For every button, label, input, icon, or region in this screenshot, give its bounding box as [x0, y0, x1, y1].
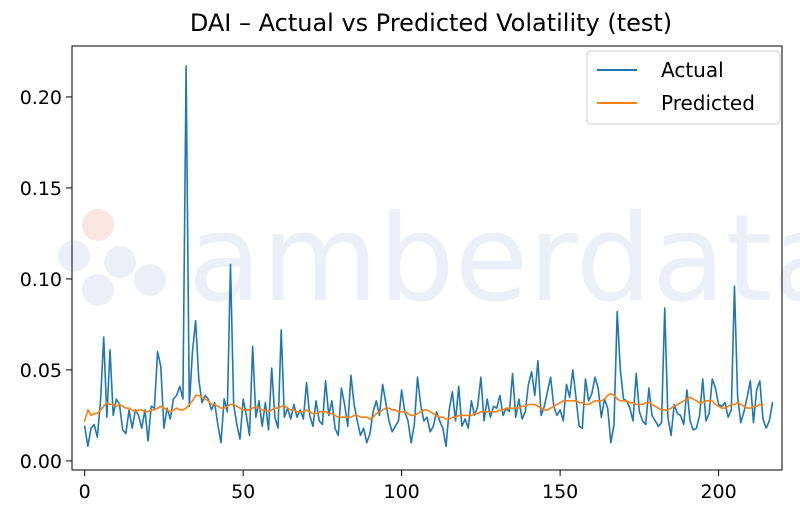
axes: 0 50 100 150 200 0.00 0.05 0.10 0.15 0.20	[20, 45, 783, 503]
x-tick-label: 50	[231, 481, 255, 503]
x-tick-label: 150	[542, 481, 578, 503]
amberdata-logo-icon	[58, 209, 166, 306]
y-tick-label: 0.05	[20, 360, 62, 382]
legend-label-predicted: Predicted	[661, 91, 755, 115]
x-tick-label: 100	[384, 481, 420, 503]
x-tick-label: 200	[700, 481, 736, 503]
legend-label-actual: Actual	[661, 58, 724, 82]
chart-title: DAI – Actual vs Predicted Volatility (te…	[190, 9, 672, 37]
legend: Actual Predicted	[586, 50, 781, 125]
x-tick-label: 0	[79, 481, 91, 503]
watermark-text: amberdata	[188, 190, 800, 329]
plot-frame	[71, 45, 783, 471]
series-layer	[83, 65, 774, 448]
y-tick-label: 0.20	[20, 87, 62, 109]
y-tick-label: 0.15	[20, 178, 62, 200]
y-tick-label: 0.00	[20, 451, 62, 473]
amberdata-watermark: amberdata	[58, 190, 800, 329]
series-line-predicted	[83, 392, 764, 422]
series-line-actual	[83, 65, 774, 448]
y-tick-label: 0.10	[20, 269, 62, 291]
